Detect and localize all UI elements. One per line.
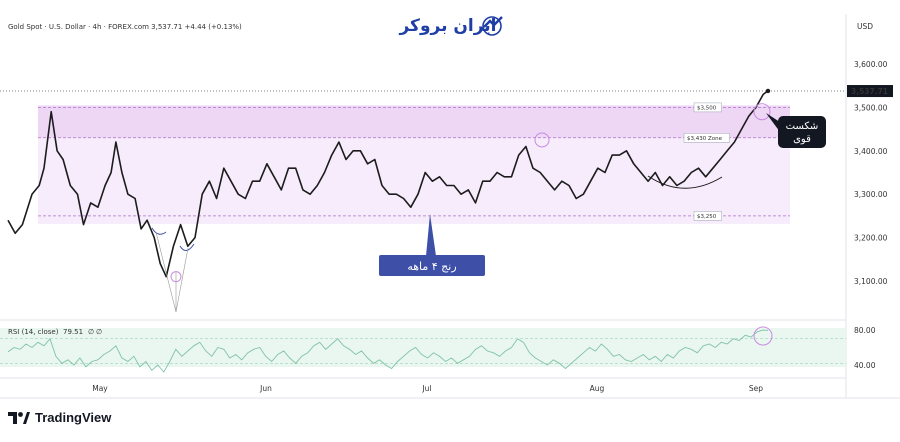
pointer-line-3	[175, 247, 189, 313]
resistance-zone	[38, 105, 790, 138]
range-zones	[38, 105, 790, 224]
rsi-tick-label: 40.00	[854, 361, 876, 370]
range-label-text: رنج ۴ ماهه	[407, 260, 456, 273]
broker-logo: ایران بروکر	[398, 16, 503, 36]
range-zone-body	[38, 137, 790, 224]
tradingview-footer: TradingView	[8, 410, 111, 425]
level-tag-text: $3,250	[697, 214, 717, 220]
breakout-label: شکست قوی	[766, 113, 826, 148]
month-label: May	[92, 384, 108, 393]
range-label: رنج ۴ ماهه	[379, 214, 485, 276]
level-tag	[693, 102, 722, 113]
current-price-tag	[847, 85, 893, 98]
shoulder-arc-left	[151, 227, 167, 235]
rsi-tick-label: 80.00	[854, 326, 876, 335]
price-tick-label: 3,300.00	[854, 190, 888, 199]
price-tick-label: 3,200.00	[854, 234, 888, 243]
rsi-line	[7, 329, 769, 373]
rsi-value: 79.51	[63, 328, 83, 336]
month-label: Jun	[259, 384, 272, 393]
rsi-extra-2: ∅	[96, 328, 102, 336]
broker-circle-icon	[482, 16, 502, 36]
rsi-pane	[0, 326, 846, 373]
tradingview-wordmark: TradingView	[35, 410, 112, 425]
breakout-circle	[753, 103, 771, 121]
breakout-box	[778, 116, 826, 148]
current-price-text: 3,537.71	[851, 87, 888, 96]
month-label: Jul	[421, 384, 431, 393]
level-lines: $3,500 $3,430 Zone $3,250	[0, 90, 846, 221]
annotations	[151, 103, 771, 313]
price-line	[7, 90, 769, 278]
rsi-highlight-circle	[753, 326, 773, 346]
tradingview-logo-icon	[8, 411, 30, 424]
time-axis: May Jun Jul Aug Sep	[92, 384, 763, 393]
rsi-extra-1: ∅	[88, 328, 94, 336]
price-axis: 3,600.00 3,500.00 3,400.00 3,300.00 3,200.00…	[847, 60, 893, 370]
breakout-text-line-2: قوی	[793, 134, 811, 145]
shoulder-arc-right	[179, 243, 195, 251]
rounded-base-arc	[647, 175, 723, 189]
rsi-band	[0, 328, 846, 367]
price-tick-label: 3,400.00	[854, 147, 888, 156]
retest-circle	[534, 132, 550, 148]
month-label: Sep	[749, 384, 763, 393]
price-series	[7, 88, 771, 278]
breakout-text-line-1: شکست	[786, 121, 819, 132]
level-tag-text: $3,430 Zone	[687, 136, 723, 142]
pointer-line-1	[155, 231, 177, 313]
range-label-pointer	[426, 214, 436, 256]
level-tag-text: $3,500	[697, 105, 717, 111]
range-label-box	[379, 255, 485, 276]
level-tag	[693, 211, 722, 221]
price-tick-label: 3,500.00	[854, 103, 888, 112]
rsi-title: RSI (14, close)	[8, 328, 59, 336]
symbol-info: Gold Spot · U.S. Dollar · 4h · FOREX.com…	[8, 23, 242, 31]
broker-trend-icon	[483, 16, 503, 28]
price-tick-label: 3,100.00	[854, 277, 888, 286]
broker-name: ایران بروکر	[398, 16, 496, 36]
last-price-dot	[765, 88, 771, 94]
level-tag	[683, 133, 730, 143]
month-label: Aug	[590, 384, 605, 393]
currency-label: USD	[857, 22, 873, 31]
price-tick-label: 3,600.00	[854, 60, 888, 69]
